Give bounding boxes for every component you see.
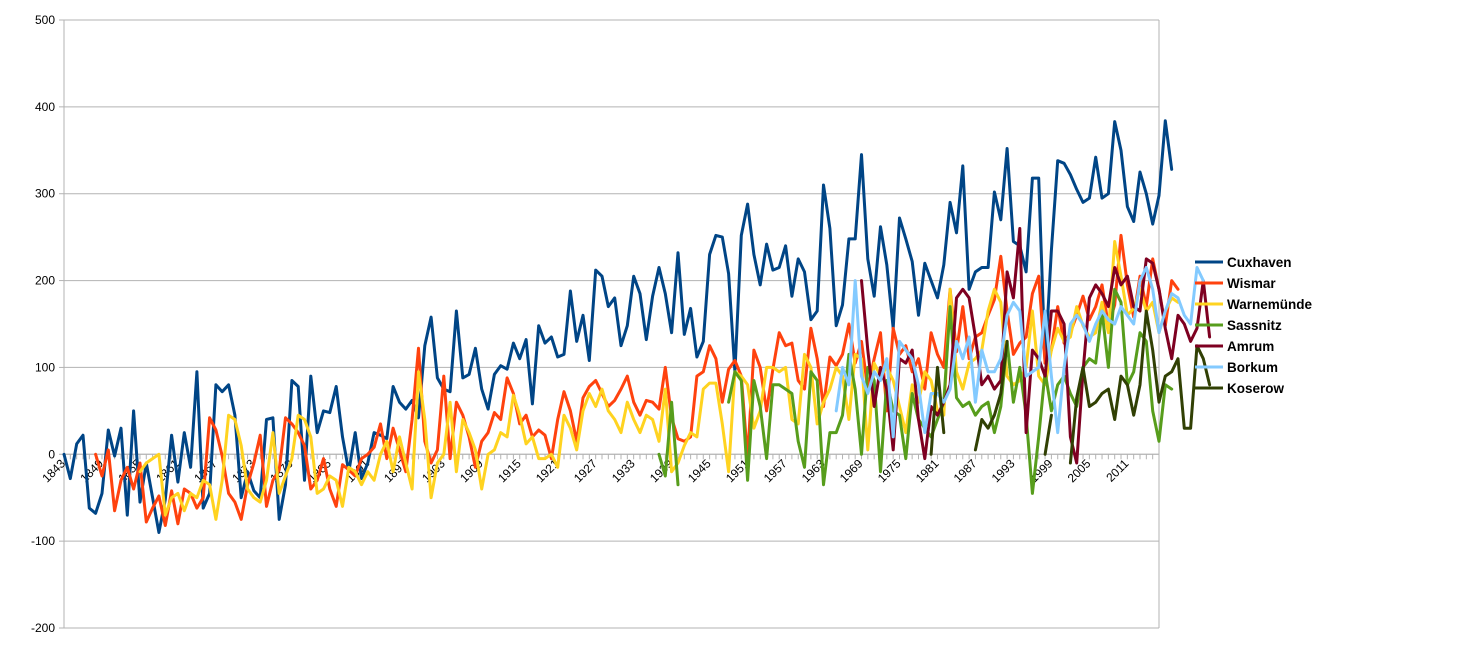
series-line — [1068, 309, 1212, 465]
x-tick-label: 2005 — [1065, 456, 1094, 485]
y-tick-label: 200 — [35, 274, 55, 288]
series-line — [860, 227, 1212, 465]
x-tick-label: 1933 — [609, 456, 638, 485]
x-tick-label: 1993 — [989, 456, 1018, 485]
legend-label: Warnemünde — [1227, 297, 1312, 312]
y-tick-label: 100 — [35, 360, 55, 374]
x-tick-label: 1969 — [837, 456, 866, 485]
y-tick-label: 500 — [35, 13, 55, 27]
legend-item: Cuxhaven — [1195, 255, 1292, 270]
x-tick-label: 1957 — [761, 456, 790, 485]
legend-item: Amrum — [1195, 339, 1274, 354]
series-line — [62, 119, 1174, 534]
legend-label: Sassnitz — [1227, 318, 1282, 333]
legend-item: Wismar — [1195, 276, 1276, 291]
y-tick-label: -100 — [31, 534, 55, 548]
x-tick-label: 1927 — [571, 456, 600, 485]
series-line — [834, 266, 1205, 439]
legend-label: Amrum — [1227, 339, 1274, 354]
legend-label: Cuxhaven — [1227, 255, 1292, 270]
legend-item: Sassnitz — [1195, 318, 1282, 333]
legend-label: Koserow — [1227, 381, 1285, 396]
y-axis-ticks: -200 -100 0 100 200 300 400 500 — [31, 13, 64, 635]
x-tick-label: 1915 — [495, 456, 524, 485]
grid-lines — [64, 19, 1159, 629]
legend-label: Wismar — [1227, 276, 1276, 291]
series-line — [657, 400, 680, 487]
y-tick-label: 400 — [35, 100, 55, 114]
legend: Cuxhaven Wismar Warnemünde Sassnitz Amrum Bor… — [1195, 255, 1312, 396]
x-tick-label: 2011 — [1103, 456, 1131, 484]
legend-item: Warnemünde — [1195, 297, 1312, 312]
series-lines — [62, 119, 1212, 534]
series-line — [1043, 413, 1053, 456]
y-tick-label: -200 — [31, 621, 55, 635]
y-tick-label: 300 — [35, 187, 55, 201]
series-line — [973, 339, 1009, 452]
legend-item: Borkum — [1195, 360, 1278, 375]
series-amrum — [860, 227, 1212, 465]
series-sassnitz — [657, 287, 1174, 495]
x-tick-label: 1981 — [913, 456, 942, 485]
series-line — [929, 365, 946, 456]
series-koserow — [929, 309, 1212, 465]
series-cuxhaven — [62, 119, 1174, 534]
axes — [63, 20, 1160, 628]
x-tick-label: 1987 — [951, 456, 980, 485]
series-line — [727, 287, 1174, 495]
legend-item: Koserow — [1195, 381, 1285, 396]
legend-label: Borkum — [1227, 360, 1278, 375]
x-tick-label: 1945 — [685, 456, 714, 485]
y-tick-label: 0 — [48, 447, 55, 461]
series-borkum — [834, 266, 1205, 439]
